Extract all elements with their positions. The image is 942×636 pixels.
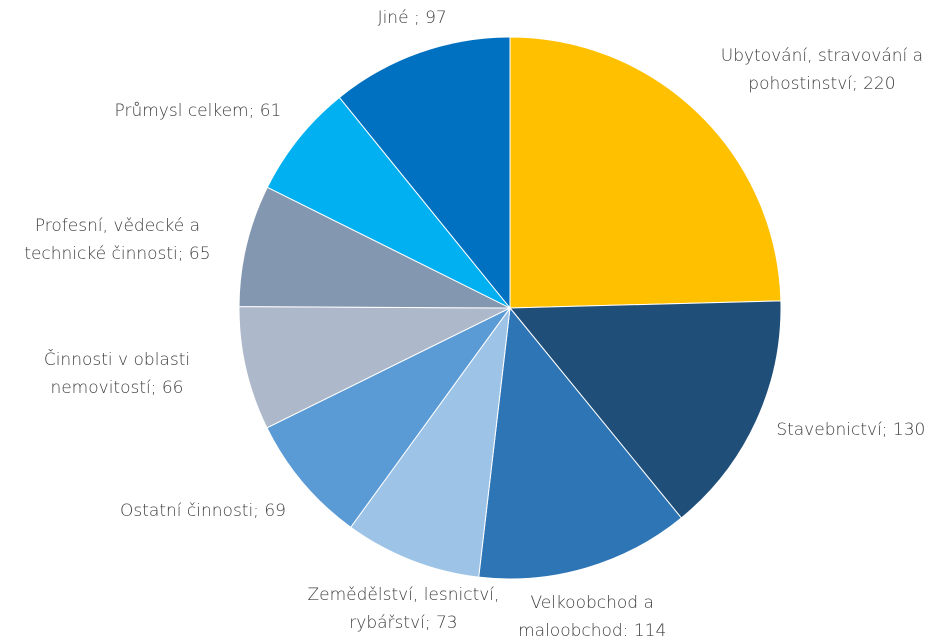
pie-slice	[238, 306, 511, 429]
slice-label: Ostatní činnosti; 69	[120, 500, 286, 521]
pie-slice	[238, 186, 511, 309]
pie-slice	[350, 306, 511, 578]
slice-label: Činnosti v oblasti nemovitostí; 66	[43, 349, 191, 398]
slice-label: Zemědělství, lesnictví, rybářství; 73	[307, 584, 500, 633]
pie-slice	[266, 96, 511, 309]
slice-label: Stavebnictví; 130	[776, 420, 926, 441]
slice-label: Velkoobchod a maloobchod; 114	[518, 593, 667, 636]
pie-slice	[338, 36, 511, 310]
pie-slice	[509, 36, 782, 309]
slice-label: Průmysl celkem; 61	[114, 100, 282, 121]
slice-label: Profesní, vědecké a technické činnosti; …	[24, 216, 211, 265]
slice-label: Ubytování, stravování a pohostinství; 22…	[720, 46, 924, 95]
pie-slice	[478, 306, 683, 580]
pie-slice	[266, 307, 511, 528]
pie-slice	[508, 300, 782, 519]
slice-label: Jiné ; 97	[377, 7, 447, 28]
